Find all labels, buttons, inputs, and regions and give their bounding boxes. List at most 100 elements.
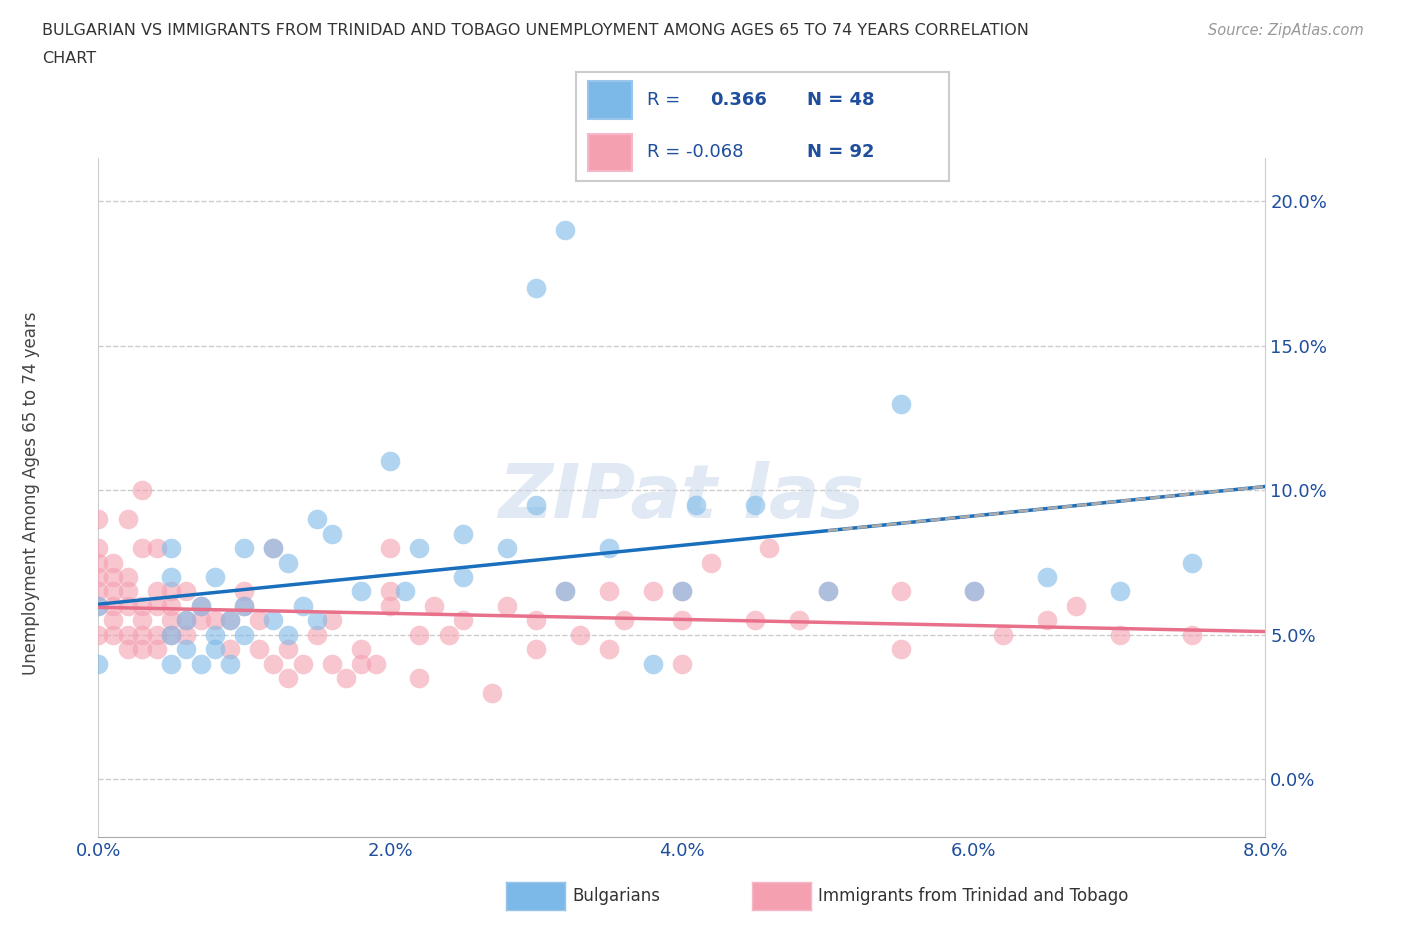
Point	[685, 498, 707, 512]
Point	[598, 642, 620, 657]
Point	[307, 613, 329, 628]
Point	[160, 613, 183, 628]
Point	[437, 628, 460, 643]
Point	[190, 613, 212, 628]
Point	[378, 584, 402, 599]
Point	[1108, 628, 1130, 643]
Point	[451, 569, 474, 584]
Point	[101, 598, 124, 613]
Point	[758, 540, 780, 555]
Point	[1181, 628, 1204, 643]
Point	[307, 628, 329, 643]
Point	[451, 613, 474, 628]
Point	[160, 598, 183, 613]
Point	[496, 540, 519, 555]
Point	[218, 613, 240, 628]
Point	[524, 642, 547, 657]
FancyBboxPatch shape	[588, 82, 633, 119]
Point	[117, 598, 139, 613]
Point	[117, 628, 139, 643]
Point	[218, 657, 240, 671]
Point	[1035, 613, 1057, 628]
Point	[87, 628, 110, 643]
Point	[321, 526, 343, 541]
Point	[524, 613, 547, 628]
Point	[787, 613, 810, 628]
Point	[641, 584, 664, 599]
Point	[496, 598, 519, 613]
Point	[233, 628, 256, 643]
Point	[277, 628, 299, 643]
Point	[890, 396, 912, 411]
Point	[378, 540, 402, 555]
Point	[321, 613, 343, 628]
Point	[641, 657, 664, 671]
Point	[218, 613, 240, 628]
Point	[744, 613, 766, 628]
Point	[378, 454, 402, 469]
Point	[233, 540, 256, 555]
Point	[277, 555, 299, 570]
Point	[101, 628, 124, 643]
Point	[117, 584, 139, 599]
Text: Bulgarians: Bulgarians	[572, 886, 661, 905]
Text: N = 48: N = 48	[807, 90, 875, 109]
Point	[131, 540, 153, 555]
Text: 0.366: 0.366	[710, 90, 768, 109]
Point	[524, 498, 547, 512]
Point	[101, 569, 124, 584]
Text: BULGARIAN VS IMMIGRANTS FROM TRINIDAD AND TOBAGO UNEMPLOYMENT AMONG AGES 65 TO 7: BULGARIAN VS IMMIGRANTS FROM TRINIDAD AN…	[42, 23, 1029, 38]
Point	[131, 598, 153, 613]
Point	[991, 628, 1014, 643]
Point	[87, 598, 110, 613]
Point	[307, 512, 329, 526]
Text: R = -0.068: R = -0.068	[647, 143, 744, 161]
Point	[87, 598, 110, 613]
Point	[350, 642, 373, 657]
Point	[408, 628, 430, 643]
Point	[160, 584, 183, 599]
Point	[291, 657, 314, 671]
Point	[423, 598, 446, 613]
Point	[101, 613, 124, 628]
Point	[160, 569, 183, 584]
Point	[131, 642, 153, 657]
Point	[291, 598, 314, 613]
Text: CHART: CHART	[42, 51, 96, 66]
Point	[160, 628, 183, 643]
Point	[671, 584, 693, 599]
Text: Source: ZipAtlas.com: Source: ZipAtlas.com	[1208, 23, 1364, 38]
Point	[671, 584, 693, 599]
Point	[233, 598, 256, 613]
Point	[87, 569, 110, 584]
Point	[87, 540, 110, 555]
Point	[233, 598, 256, 613]
Point	[394, 584, 416, 599]
Point	[671, 613, 693, 628]
Point	[87, 512, 110, 526]
Point	[190, 657, 212, 671]
Point	[131, 483, 153, 498]
Point	[378, 598, 402, 613]
Point	[131, 628, 153, 643]
Point	[962, 584, 984, 599]
Point	[262, 613, 284, 628]
Point	[598, 540, 620, 555]
Text: Immigrants from Trinidad and Tobago: Immigrants from Trinidad and Tobago	[818, 886, 1129, 905]
Point	[146, 584, 169, 599]
Point	[247, 613, 270, 628]
Point	[101, 584, 124, 599]
Point	[160, 540, 183, 555]
Point	[817, 584, 839, 599]
Text: ZIPat las: ZIPat las	[499, 461, 865, 534]
Point	[554, 223, 576, 238]
Point	[962, 584, 984, 599]
Point	[174, 642, 197, 657]
Text: Unemployment Among Ages 65 to 74 years: Unemployment Among Ages 65 to 74 years	[22, 312, 39, 674]
Text: N = 92: N = 92	[807, 143, 875, 161]
Point	[364, 657, 387, 671]
Point	[350, 584, 373, 599]
Point	[146, 628, 169, 643]
Point	[744, 498, 766, 512]
Point	[1035, 569, 1057, 584]
